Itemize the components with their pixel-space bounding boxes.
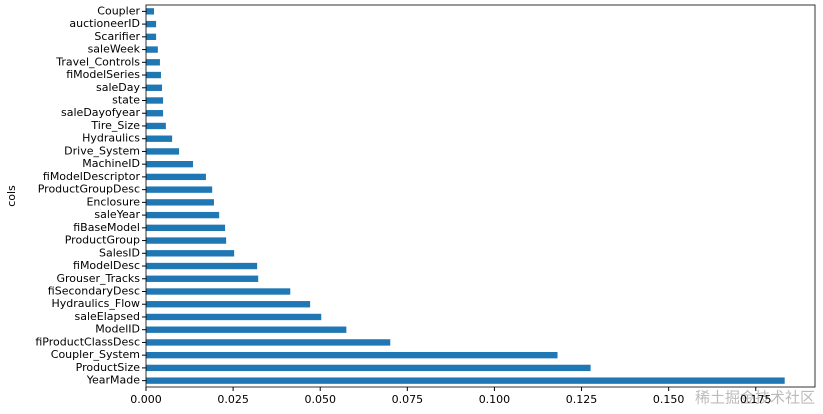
bar bbox=[146, 237, 227, 244]
bar bbox=[146, 250, 235, 257]
x-tick-label: 0.100 bbox=[479, 393, 511, 406]
bar bbox=[146, 364, 591, 372]
watermark: 稀土掘金技术社区 bbox=[695, 389, 815, 407]
y-tick-label: fiModelDesc bbox=[73, 259, 140, 272]
y-tick-label: ModelID bbox=[95, 323, 140, 336]
y-tick-label: saleYear bbox=[94, 208, 140, 221]
y-tick-label: Travel_Controls bbox=[55, 55, 140, 68]
bar bbox=[146, 301, 311, 308]
bar bbox=[146, 339, 391, 346]
bar bbox=[146, 71, 161, 79]
bar bbox=[146, 160, 194, 168]
bar bbox=[146, 275, 259, 282]
y-tick-label: fiModelDescriptor bbox=[43, 170, 141, 183]
y-tick-label: fiModelSeries bbox=[66, 68, 140, 81]
bar bbox=[146, 377, 785, 384]
y-tick-label: state bbox=[112, 94, 140, 107]
y-tick-label: saleWeek bbox=[88, 43, 141, 56]
y-tick-label: fiProductClassDesc bbox=[35, 335, 140, 348]
x-tick-label: 0.025 bbox=[217, 393, 249, 406]
x-tick-label: 0.150 bbox=[653, 393, 685, 406]
bar bbox=[146, 8, 155, 15]
bar bbox=[146, 33, 157, 41]
bar bbox=[146, 46, 158, 53]
bar bbox=[146, 59, 160, 66]
bar bbox=[146, 262, 258, 270]
bar bbox=[146, 186, 213, 193]
bar bbox=[146, 97, 164, 104]
y-tick-label: Drive_System bbox=[64, 144, 140, 157]
bar bbox=[146, 211, 220, 219]
y-tick-label: auctioneerID bbox=[69, 17, 140, 30]
y-tick-label: fiSecondaryDesc bbox=[48, 285, 140, 298]
bar bbox=[146, 20, 157, 28]
x-tick-label: 0.175 bbox=[740, 393, 772, 406]
bar bbox=[146, 122, 166, 130]
bar bbox=[146, 199, 214, 206]
y-tick-label: ProductGroupDesc bbox=[38, 183, 140, 196]
y-tick-label: Coupler_System bbox=[51, 348, 140, 361]
y-tick-label: Coupler bbox=[97, 4, 140, 17]
bar bbox=[146, 148, 180, 155]
x-tick-label: 0.000 bbox=[130, 393, 162, 406]
y-tick-label: MachineID bbox=[82, 157, 140, 170]
bar bbox=[146, 84, 163, 91]
bar bbox=[146, 110, 164, 117]
y-tick-label: SalesID bbox=[99, 246, 140, 259]
bar bbox=[146, 224, 226, 232]
x-tick-label: 0.050 bbox=[304, 393, 336, 406]
y-tick-label: saleElapsed bbox=[74, 310, 140, 323]
bar bbox=[146, 351, 558, 359]
y-tick-label: Enclosure bbox=[86, 195, 140, 208]
y-tick-label: Hydraulics_Flow bbox=[52, 297, 141, 310]
y-tick-label: YearMade bbox=[86, 374, 141, 387]
y-tick-label: Tire_Size bbox=[90, 119, 140, 132]
y-tick-label: Hydraulics bbox=[82, 132, 140, 145]
bar bbox=[146, 313, 322, 321]
y-tick-label: saleDay bbox=[96, 81, 141, 94]
y-tick-label: Grouser_Tracks bbox=[56, 272, 140, 285]
y-tick-label: ProductSize bbox=[76, 361, 141, 374]
plot-frame bbox=[145, 4, 816, 388]
y-axis-label: cols bbox=[5, 185, 18, 207]
y-tick-label: ProductGroup bbox=[65, 234, 140, 247]
bar bbox=[146, 326, 347, 333]
y-tick-label: saleDayofyear bbox=[61, 106, 140, 119]
y-tick-label: fiBaseModel bbox=[73, 221, 140, 234]
y-tick-label: Scarifier bbox=[94, 30, 140, 43]
x-tick-label: 0.125 bbox=[566, 393, 598, 406]
x-tick-label: 0.075 bbox=[392, 393, 424, 406]
bar bbox=[146, 288, 291, 295]
bar bbox=[146, 135, 173, 142]
bar bbox=[146, 173, 206, 181]
